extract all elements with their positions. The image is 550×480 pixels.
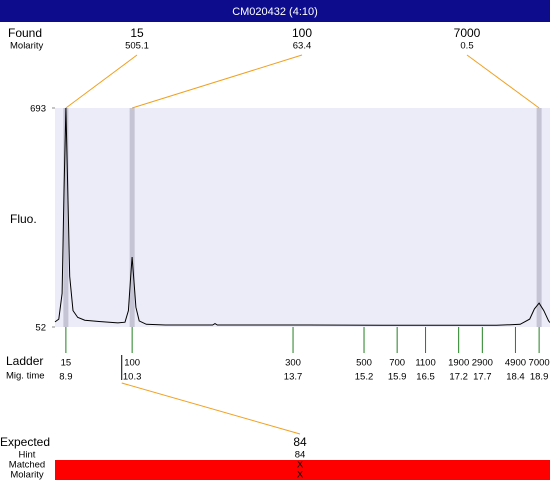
expected-value: 84 <box>293 435 307 449</box>
y-tick-label: 693 <box>30 104 46 115</box>
ladder-size: 1100 <box>415 358 435 369</box>
ladder-mig-time: 13.7 <box>284 372 303 383</box>
peak-band <box>536 108 542 327</box>
expected-row-value: X <box>297 460 304 471</box>
title: CM020432 (4:10) <box>232 6 318 18</box>
ladder-mig-time: 17.7 <box>473 372 492 383</box>
ladder-size: 15 <box>61 358 72 369</box>
ladder-mig-time: 16.5 <box>416 372 435 383</box>
found-sub-label: Molarity <box>10 41 44 52</box>
found-size: 7000 <box>454 26 481 40</box>
matched-bar <box>55 460 550 480</box>
ladder-size: 1900 <box>448 358 469 369</box>
trace <box>54 107 550 326</box>
found-size: 100 <box>292 26 312 40</box>
found-label: Found <box>8 26 42 40</box>
plot-area <box>55 108 550 327</box>
expected-connector <box>121 382 301 435</box>
found-molarity: 63.4 <box>293 41 312 52</box>
ladder-mig-time: 17.2 <box>449 372 468 383</box>
expected-row-label: Molarity <box>10 470 44 480</box>
found-connector <box>131 54 303 109</box>
found-size: 15 <box>130 26 144 40</box>
expected-row-value: 84 <box>295 450 306 461</box>
ladder-sub-label: Mig. time <box>6 371 45 382</box>
y-label: Fluo. <box>10 212 37 226</box>
found-molarity: 0.5 <box>460 41 473 52</box>
ladder-size: 500 <box>356 358 372 369</box>
expected-row-label: Matched <box>9 460 45 471</box>
ladder-size: 300 <box>285 358 301 369</box>
found-connector <box>65 54 138 109</box>
ladder-mig-time: 18.4 <box>506 372 525 383</box>
peak-band <box>129 108 135 327</box>
expected-row-label: Hint <box>19 450 36 461</box>
ladder-mig-time: 8.9 <box>59 372 72 383</box>
ladder-mig-time: 15.2 <box>355 372 374 383</box>
ladder-label: Ladder <box>6 354 43 368</box>
ladder-size: 700 <box>389 358 405 369</box>
ladder-mig-time: 18.9 <box>530 372 549 383</box>
title-bar <box>0 0 550 22</box>
peak-band <box>63 108 69 327</box>
y-tick-label: 52 <box>35 323 46 334</box>
ladder-size: 100 <box>124 358 140 369</box>
ladder-mig-time: 10.3 <box>123 372 142 383</box>
found-connector <box>466 54 540 109</box>
expected-row-value: X <box>297 470 304 480</box>
ladder-mig-time: 15.9 <box>388 372 407 383</box>
ladder-size: 2900 <box>472 358 493 369</box>
ladder-size: 4900 <box>505 358 526 369</box>
ladder-size: 7000 <box>529 358 550 369</box>
expected-label: Expected <box>0 435 50 449</box>
found-molarity: 505.1 <box>125 41 149 52</box>
